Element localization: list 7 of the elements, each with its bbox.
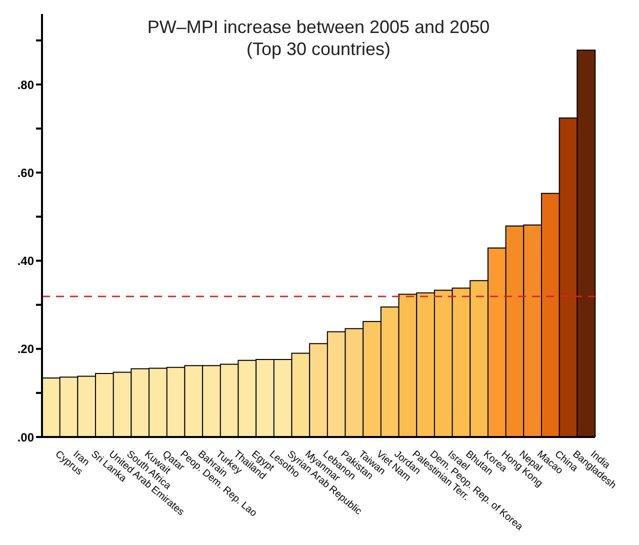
text: (Top 30 countries) bbox=[245, 38, 392, 60]
chart-title: PW–MPI increase between 2005 and 2050 bbox=[146, 16, 491, 38]
y-tick-label: .80 bbox=[17, 78, 34, 92]
y-tick-label: .00 bbox=[17, 430, 34, 444]
y-tick-label: .60 bbox=[17, 166, 34, 180]
y-tick-label: .40 bbox=[17, 254, 34, 268]
y-tick-label: .20 bbox=[17, 342, 34, 356]
